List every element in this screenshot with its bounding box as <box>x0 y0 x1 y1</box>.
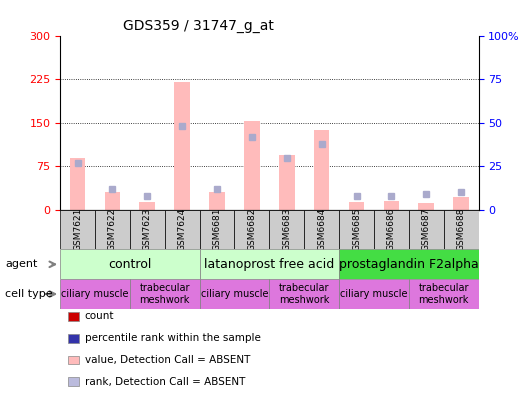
Bar <box>174 82 190 210</box>
Text: agent: agent <box>5 259 38 269</box>
Bar <box>105 192 120 210</box>
Bar <box>244 121 260 210</box>
Text: GSM6681: GSM6681 <box>212 208 222 251</box>
Text: GSM6685: GSM6685 <box>352 208 361 251</box>
Bar <box>140 202 155 210</box>
Bar <box>60 279 130 309</box>
Bar <box>304 210 339 249</box>
Bar <box>339 210 374 249</box>
Bar <box>165 210 200 249</box>
Text: GSM6688: GSM6688 <box>457 208 465 251</box>
Bar <box>200 249 339 279</box>
Text: GSM6682: GSM6682 <box>247 208 256 251</box>
Text: prostaglandin F2alpha: prostaglandin F2alpha <box>339 258 479 271</box>
Bar <box>383 201 399 210</box>
Bar <box>60 210 95 249</box>
Bar <box>409 210 444 249</box>
Text: value, Detection Call = ABSENT: value, Detection Call = ABSENT <box>85 355 250 365</box>
Text: ciliary muscle: ciliary muscle <box>340 289 408 299</box>
Text: trabecular
meshwork: trabecular meshwork <box>418 283 469 305</box>
Text: GSM7623: GSM7623 <box>143 208 152 251</box>
Text: GSM7624: GSM7624 <box>178 208 187 251</box>
Bar <box>95 210 130 249</box>
Bar <box>314 130 329 210</box>
Bar <box>269 210 304 249</box>
Bar <box>209 192 225 210</box>
Bar <box>60 249 200 279</box>
Bar <box>339 249 479 279</box>
Bar <box>453 197 469 210</box>
Bar <box>349 202 365 210</box>
Text: ciliary muscle: ciliary muscle <box>201 289 268 299</box>
Text: GSM7622: GSM7622 <box>108 208 117 251</box>
Text: ciliary muscle: ciliary muscle <box>61 289 129 299</box>
Text: percentile rank within the sample: percentile rank within the sample <box>85 333 260 343</box>
Text: GSM6684: GSM6684 <box>317 208 326 251</box>
Bar <box>200 210 234 249</box>
Bar <box>409 279 479 309</box>
Text: GSM6687: GSM6687 <box>422 208 431 251</box>
Bar <box>444 210 479 249</box>
Text: rank, Detection Call = ABSENT: rank, Detection Call = ABSENT <box>85 377 245 387</box>
Bar <box>418 203 434 210</box>
Bar <box>339 279 409 309</box>
Text: count: count <box>85 311 114 322</box>
Text: cell type: cell type <box>5 289 53 299</box>
Bar <box>130 210 165 249</box>
Bar <box>269 279 339 309</box>
Text: control: control <box>108 258 152 271</box>
Text: GSM6683: GSM6683 <box>282 208 291 251</box>
Bar <box>374 210 409 249</box>
Bar <box>234 210 269 249</box>
Bar <box>130 279 200 309</box>
Text: latanoprost free acid: latanoprost free acid <box>204 258 335 271</box>
Text: GDS359 / 31747_g_at: GDS359 / 31747_g_at <box>123 19 274 33</box>
Bar <box>279 155 294 210</box>
Text: GSM6686: GSM6686 <box>387 208 396 251</box>
Bar <box>70 158 85 210</box>
Text: trabecular
meshwork: trabecular meshwork <box>279 283 329 305</box>
Text: GSM7621: GSM7621 <box>73 208 82 251</box>
Text: trabecular
meshwork: trabecular meshwork <box>140 283 190 305</box>
Bar <box>200 279 269 309</box>
